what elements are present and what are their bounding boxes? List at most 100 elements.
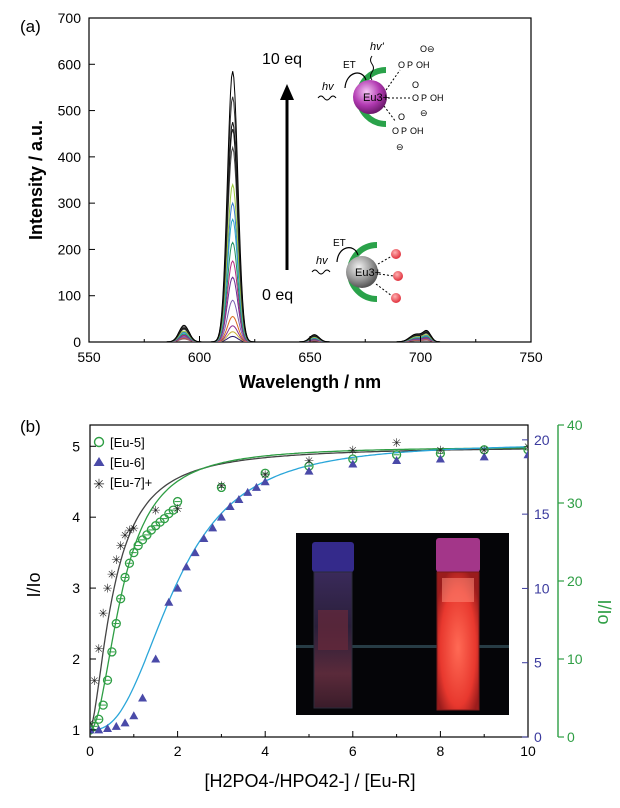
data-point-eu6 <box>392 455 402 464</box>
phosphate-2-label: O P OH <box>412 93 444 103</box>
y-tick-label-right-blue: 5 <box>534 655 542 671</box>
y-tick-label-right-green: 10 <box>567 651 583 667</box>
y-tick-label-a: 0 <box>73 334 81 350</box>
data-point-eu5 <box>111 618 121 629</box>
data-points: ✳✳✳✳✳✳✳✳✳✳✳✳ ✳✳✳✳✳✳✳ ✳ ✳ <box>89 436 533 735</box>
data-point-eu6 <box>199 533 209 542</box>
data-point-eu7: ✳ <box>392 436 402 450</box>
y-axis-title: Intensity / a.u. <box>26 120 46 240</box>
data-point-eu7: ✳ <box>435 443 445 457</box>
data-point-eu7: ✳ <box>124 523 134 537</box>
y-axis-title-right: I/Io <box>594 599 614 624</box>
data-point-eu6 <box>181 562 191 571</box>
data-point-eu6 <box>304 466 314 475</box>
hv-label-top: hv <box>322 81 335 93</box>
y-tick-label-right-green: 0 <box>567 729 575 745</box>
y-tick-label-right-blue: 10 <box>534 580 550 596</box>
spectrum-curve <box>100 96 520 342</box>
y-tick-label-left: 4 <box>72 509 80 525</box>
data-point-eu6 <box>523 450 528 459</box>
data-point-eu7: ✳ <box>120 528 130 542</box>
y-tick-label-a: 200 <box>58 241 82 257</box>
phosphate-1-label: O P OH <box>398 60 430 70</box>
data-point-eu5 <box>216 482 227 493</box>
y-tick-label-a: 500 <box>58 103 82 119</box>
data-point-eu5 <box>102 675 113 685</box>
data-point-eu5 <box>168 505 178 515</box>
data-point-eu7: ✳ <box>129 521 139 535</box>
y-tick-label-left: 2 <box>72 651 80 667</box>
data-point-eu6 <box>251 482 261 491</box>
water-molecule-3 <box>391 293 401 303</box>
data-point-eu5 <box>107 647 117 657</box>
data-point-eu7: ✳ <box>102 582 112 596</box>
water-bond-1 <box>377 255 393 265</box>
photo-bench-line <box>296 645 509 648</box>
x-tick-label-b: 0 <box>86 743 94 759</box>
emission-wave <box>370 55 374 81</box>
legend-label-eu6: [Eu-6] <box>110 455 145 470</box>
data-point-eu7: ✳ <box>111 553 121 567</box>
data-point-eu7: ✳ <box>304 454 314 468</box>
phosphate-3-o: O <box>398 112 405 122</box>
x-tick-label-a: 700 <box>409 349 433 365</box>
water-molecule-2 <box>393 271 403 281</box>
y-tick-label-left: 5 <box>72 438 80 454</box>
phosphate-3-label: O P OH <box>392 126 424 136</box>
bond-3 <box>383 105 397 123</box>
data-point-eu7: ✳ <box>173 502 183 516</box>
increase-arrow-head <box>280 84 294 100</box>
phosphate-1-charge: O⊖ <box>420 44 435 54</box>
data-point-eu7: ✳ <box>216 479 226 493</box>
spectrum-curve <box>100 71 520 342</box>
data-point-eu7: ✳ <box>98 606 108 620</box>
data-point-eu5 <box>260 468 270 478</box>
data-point-eu7: ✳ <box>260 468 270 482</box>
spectrum-curve <box>100 260 520 342</box>
legend-label-eu7: [Eu-7]+ <box>110 475 152 490</box>
vial-left-liquid <box>318 610 348 650</box>
et-arrow-bottom <box>336 247 359 263</box>
data-point-eu5 <box>172 496 183 507</box>
spectra-group <box>100 71 520 342</box>
panel-a-label: (a) <box>20 17 41 36</box>
legend-marker-eu7: ✳ <box>93 476 105 492</box>
data-point-eu6 <box>120 718 130 727</box>
data-point-eu6 <box>435 454 445 463</box>
data-point-eu7: ✳ <box>89 674 99 688</box>
hv-label-bottom: hv <box>316 255 329 267</box>
et-label-top: ET <box>343 60 356 71</box>
spectrum-curve <box>100 241 520 342</box>
phosphate-2-o: O <box>412 80 419 90</box>
water-bond-2 <box>378 273 395 277</box>
scheme-bound-complex: Eu3+ ET hv hv' O P OH O⊖ O P OH O ⊖ O P OH O ⊖ <box>317 41 444 152</box>
data-point-eu6 <box>138 693 148 702</box>
data-point-eu7: ✳ <box>523 440 533 454</box>
data-point-eu6 <box>164 597 174 606</box>
phosphate-2-charge: ⊖ <box>420 108 428 118</box>
data-point-eu6 <box>479 452 489 461</box>
vial-right-highlight <box>442 578 474 602</box>
legend-marker-eu5 <box>93 436 105 448</box>
data-point-eu6 <box>225 502 235 511</box>
phosphate-3-charge: ⊖ <box>396 142 404 152</box>
data-point-eu7: ✳ <box>94 642 104 656</box>
y-tick-label-a: 700 <box>58 10 82 26</box>
vial-right-cap <box>436 538 480 572</box>
data-point-eu5 <box>133 540 143 551</box>
et-label-bottom: ET <box>333 238 346 249</box>
spectrum-curve <box>100 276 520 342</box>
excitation-wave-top <box>317 95 337 101</box>
eu-label-top: Eu3+ <box>363 92 389 104</box>
data-point-eu5 <box>116 594 126 604</box>
y-tick-label-left: 3 <box>72 580 80 596</box>
data-point-eu6 <box>103 723 113 732</box>
spectrum-curve <box>100 201 520 342</box>
x-axis-title: Wavelength / nm <box>239 372 381 392</box>
data-point-eu6 <box>348 459 358 468</box>
data-point-eu7: ✳ <box>151 504 161 518</box>
x-tick-label-a: 650 <box>298 349 322 365</box>
data-point-eu6 <box>94 725 104 734</box>
hv-prime-label: hv' <box>370 41 385 53</box>
